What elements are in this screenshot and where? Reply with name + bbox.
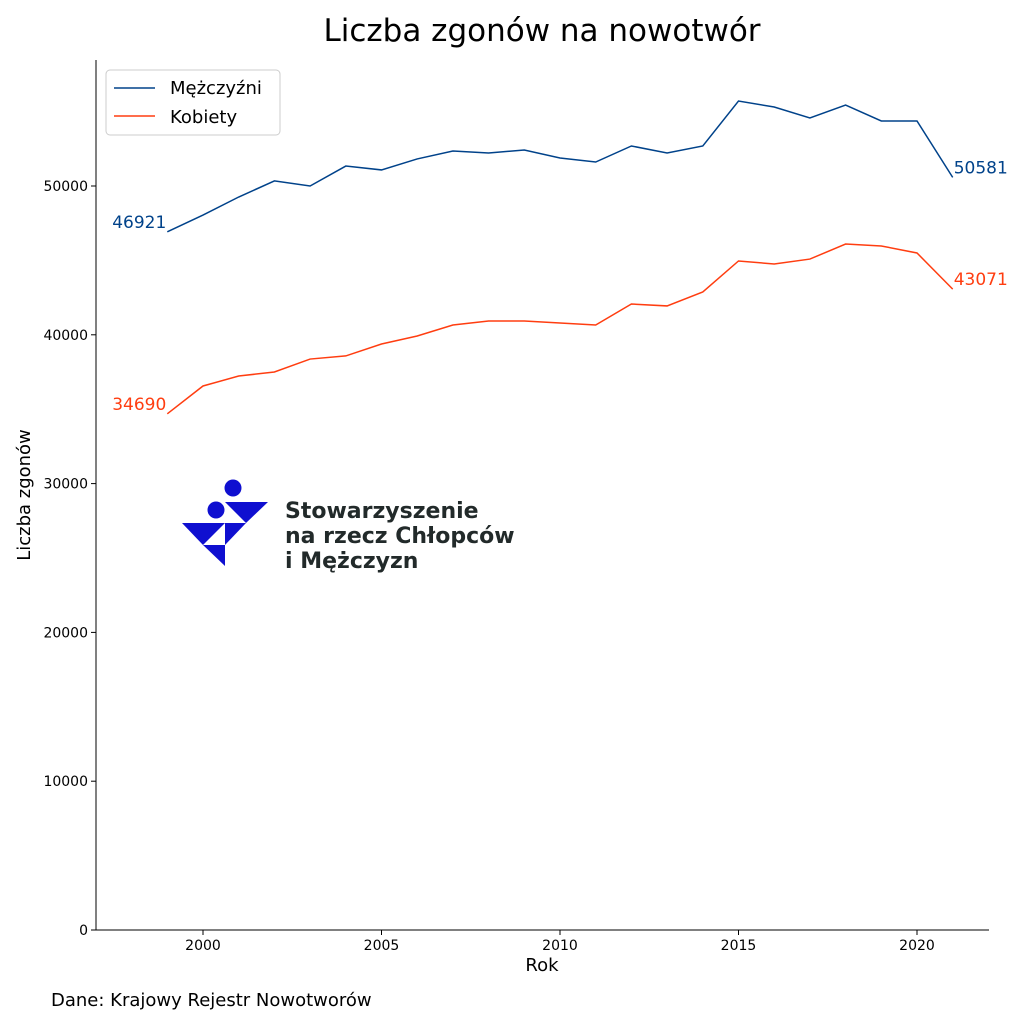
logo-triangle-mid bbox=[225, 523, 246, 545]
end-value-label: 50581 bbox=[954, 158, 1008, 178]
y-tick-label: 10000 bbox=[43, 774, 88, 790]
y-tick-label: 30000 bbox=[43, 477, 88, 493]
series-line-women bbox=[167, 244, 952, 414]
y-tick-label: 20000 bbox=[43, 625, 88, 641]
start-value-label: 34690 bbox=[112, 395, 166, 415]
legend-label-women: Kobiety bbox=[170, 107, 237, 128]
x-tick-label: 2020 bbox=[899, 938, 935, 954]
logo-triangle-right bbox=[225, 502, 268, 523]
logo-text-line-1: Stowarzyszenie bbox=[285, 499, 479, 524]
chart-title: Liczba zgonów na nowotwór bbox=[323, 13, 760, 49]
end-value-label: 43071 bbox=[954, 270, 1008, 290]
x-tick-label: 2015 bbox=[721, 938, 757, 954]
logo-text-line-2: na rzecz Chłopców bbox=[285, 524, 515, 549]
y-tick-label: 40000 bbox=[43, 328, 88, 344]
y-axis-label: Liczba zgonów bbox=[14, 429, 35, 561]
logo-triangle-left bbox=[182, 523, 225, 545]
x-tick-label: 2010 bbox=[542, 938, 578, 954]
logo-text-line-3: i Mężczyzn bbox=[285, 549, 418, 574]
source-note: Dane: Krajowy Rejestr Nowotworów bbox=[51, 990, 372, 1011]
x-axis-label: Rok bbox=[525, 955, 559, 976]
legend-label-men: Mężczyźni bbox=[170, 78, 262, 99]
logo-circle-left bbox=[208, 502, 225, 519]
x-tick-label: 2005 bbox=[364, 938, 400, 954]
start-value-label: 46921 bbox=[112, 213, 166, 233]
y-tick-label: 50000 bbox=[43, 179, 88, 195]
y-tick-label: 0 bbox=[79, 923, 88, 939]
organization-logo: Stowarzyszenie na rzecz Chłopców i Mężcz… bbox=[182, 480, 515, 575]
series-line-men bbox=[167, 101, 952, 232]
logo-circle-top bbox=[225, 480, 242, 497]
x-tick-label: 2000 bbox=[185, 938, 221, 954]
legend: Mężczyźni Kobiety bbox=[106, 70, 280, 135]
logo-triangle-bottom bbox=[203, 545, 225, 566]
